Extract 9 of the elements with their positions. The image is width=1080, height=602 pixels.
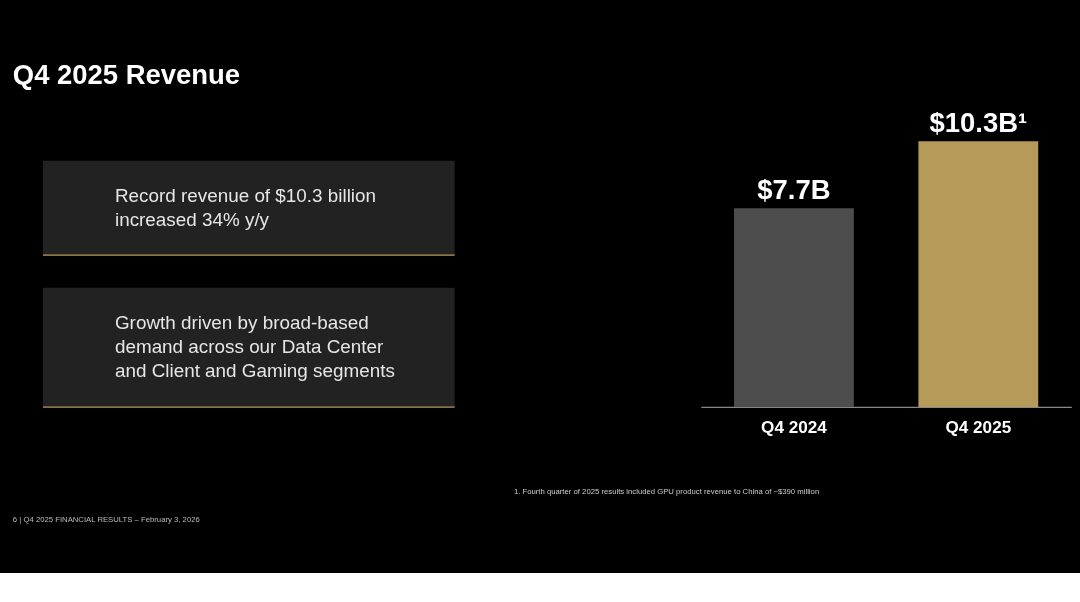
text: 6 | Q4 2025 FINANCIAL RESULTS – February 3, 2026: [12, 514, 200, 524]
x-tick-label: Q4 2025: [945, 417, 1012, 438]
text: 1. Fourth quarter of 2025 results included GPU product revenue to China of ~$390 million: [513, 486, 820, 496]
text: Q4 2025 Revenue: [12, 59, 241, 91]
text: Growth driven by broad-based demand across our Data Center and Client and Gaming segments: [114, 312, 395, 382]
data-label: $10.3B¹: [929, 106, 1028, 138]
data-label: $7.7B: [757, 173, 831, 205]
x-tick-label: Q4 2024: [761, 417, 828, 438]
text: Record revenue of $10.3 billion increased 34% y/y: [114, 185, 377, 231]
